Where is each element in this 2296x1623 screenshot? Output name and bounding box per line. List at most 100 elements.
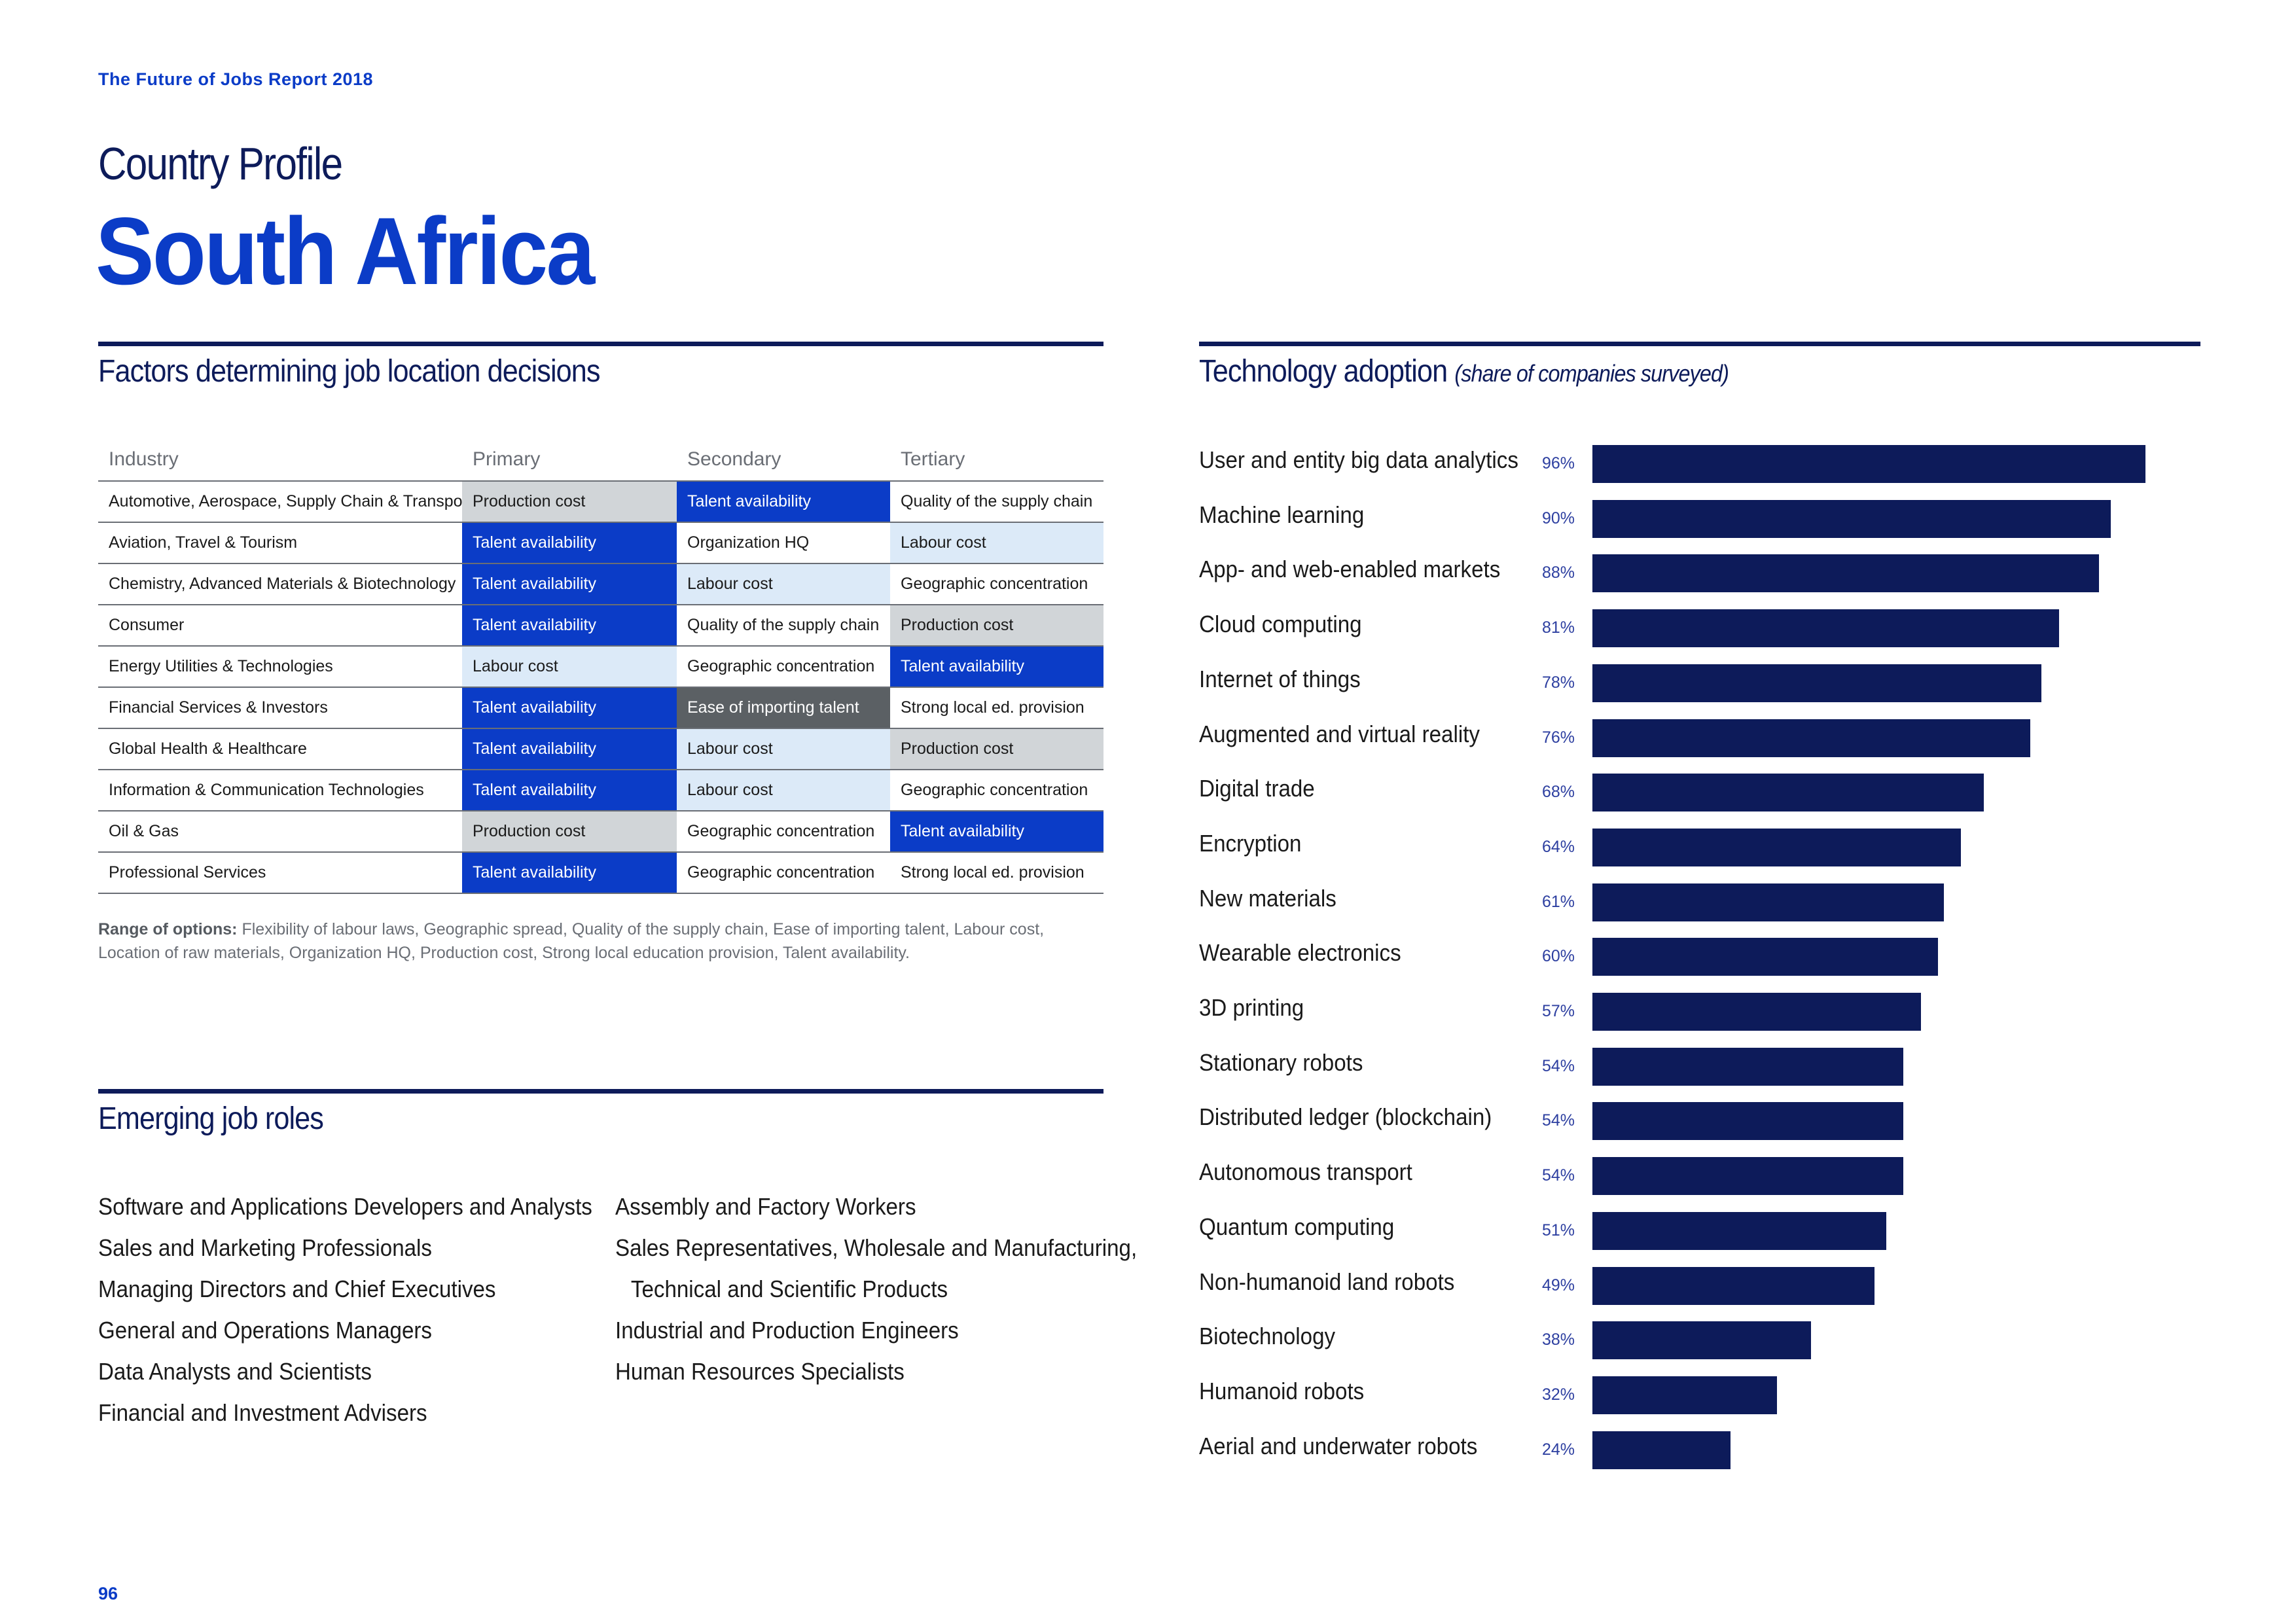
tech-category-label: Cloud computing [1199, 611, 1362, 638]
table-row: Information & Communication Technologies… [98, 770, 1103, 812]
table-row: Consumer Talent availability Quality of th… [98, 605, 1103, 647]
tech-subtitle: (share of companies surveyed) [1454, 360, 1729, 387]
tech-value-label: 88% [1542, 563, 1575, 582]
tech-category-label: Non-humanoid land robots [1199, 1268, 1455, 1295]
tertiary-factor-cell: Geographic concentration [890, 770, 1103, 812]
tech-value-label: 68% [1542, 783, 1575, 802]
tech-category-label: Aerial and underwater robots [1199, 1432, 1478, 1459]
primary-factor-cell: Labour cost [462, 646, 677, 688]
tech-category-label: Distributed ledger (blockchain) [1199, 1103, 1492, 1131]
industry-cell: Global Health & Healthcare [98, 728, 462, 770]
tech-value-label: 54% [1542, 1056, 1575, 1075]
job-role: Sales and Marketing Professionals [98, 1234, 432, 1261]
industry-cell: Financial Services & Investors [98, 687, 462, 729]
job-role: Assembly and Factory Workers [615, 1193, 916, 1220]
column-header: Tertiary [890, 438, 1103, 482]
secondary-factor-cell: Organization HQ [677, 522, 890, 564]
factors-rule [98, 342, 1103, 346]
industry-cell: Oil & Gas [98, 811, 462, 853]
secondary-factor-cell: Geographic concentration [677, 811, 890, 853]
table-row: Aviation, Travel & Tourism Talent availab… [98, 522, 1103, 564]
tech-category-label: Humanoid robots [1199, 1377, 1365, 1404]
tech-category-label: Quantum computing [1199, 1213, 1395, 1240]
emerging-rule [98, 1089, 1103, 1094]
table-row: Chemistry, Advanced Materials & Biotechn… [98, 563, 1103, 605]
job-role: Managing Directors and Chief Executives [98, 1275, 496, 1302]
report-title: The Future of Jobs Report 2018 [98, 69, 374, 89]
tertiary-factor-cell: Strong local ed. provision [890, 687, 1103, 729]
secondary-factor-cell: Labour cost [677, 728, 890, 770]
column-header: Primary [462, 438, 677, 482]
table-row: Professional Services Talent availability… [98, 852, 1103, 894]
tech-category-label: 3D printing [1199, 994, 1304, 1021]
secondary-factor-cell: Geographic concentration [677, 852, 890, 894]
tech-category-label: Stationary robots [1199, 1048, 1363, 1076]
tech-bar [1592, 1102, 1903, 1141]
tech-value-label: 57% [1542, 1002, 1575, 1020]
tech-value-label: 54% [1542, 1166, 1575, 1185]
column-header: Industry [98, 438, 462, 482]
tech-value-label: 51% [1542, 1221, 1575, 1240]
table-row: Automotive, Aerospace, Supply Chain & Tr… [98, 481, 1103, 523]
tech-value-label: 64% [1542, 837, 1575, 856]
factors-title: Factors determining job location decisio… [98, 354, 601, 389]
industry-cell: Information & Communication Technologies [98, 770, 462, 812]
tech-bar [1592, 1376, 1777, 1414]
tech-value-label: 81% [1542, 618, 1575, 637]
tech-bar [1592, 499, 2111, 538]
secondary-factor-cell: Labour cost [677, 563, 890, 605]
job-role: Sales Representatives, Wholesale and Man… [615, 1234, 1138, 1261]
primary-factor-cell: Production cost [462, 481, 677, 523]
table-row: Global Health & Healthcare Talent availab… [98, 728, 1103, 770]
tertiary-factor-cell: Labour cost [890, 522, 1103, 564]
secondary-factor-cell: Geographic concentration [677, 646, 890, 688]
tech-category-label: App- and web-enabled markets [1199, 556, 1501, 583]
table-row: Financial Services & Investors Talent ava… [98, 687, 1103, 729]
tertiary-factor-cell: Production cost [890, 605, 1103, 647]
tertiary-factor-cell: Talent availability [890, 646, 1103, 688]
secondary-factor-cell: Quality of the supply chain [677, 605, 890, 647]
emerging-title: Emerging job roles [98, 1101, 324, 1136]
tertiary-factor-cell: Production cost [890, 728, 1103, 770]
factors-table: Industry Primary Secondary Tertiary Auto… [98, 438, 1103, 894]
tech-category-label: New materials [1199, 884, 1336, 912]
primary-factor-cell: Talent availability [462, 852, 677, 894]
tech-value-label: 76% [1542, 728, 1575, 747]
tech-value-label: 61% [1542, 892, 1575, 911]
tech-bar [1592, 1157, 1903, 1196]
tertiary-factor-cell: Geographic concentration [890, 563, 1103, 605]
range-text: Flexibility of labour laws, Geographic s… [98, 920, 1045, 962]
factors-header-row: Industry Primary Secondary Tertiary [98, 438, 1103, 482]
tech-bar [1592, 609, 2059, 648]
tech-category-label: Machine learning [1199, 501, 1365, 528]
tech-category-label: Biotechnology [1199, 1323, 1336, 1350]
range-of-options-note: Range of options: Flexibility of labour … [98, 918, 1100, 965]
secondary-factor-cell: Labour cost [677, 770, 890, 812]
primary-factor-cell: Talent availability [462, 563, 677, 605]
primary-factor-cell: Talent availability [462, 770, 677, 812]
tech-category-label: Digital trade [1199, 775, 1315, 802]
job-role-continuation: Technical and Scientific Products [630, 1275, 948, 1302]
tech-value-label: 60% [1542, 947, 1575, 966]
tech-category-label: User and entity big data analytics [1199, 446, 1518, 473]
tech-bar [1592, 938, 1938, 976]
tertiary-factor-cell: Quality of the supply chain [890, 481, 1103, 523]
tech-bar [1592, 1266, 1874, 1305]
tech-bar [1592, 445, 2145, 483]
primary-factor-cell: Talent availability [462, 522, 677, 564]
page-pretitle: Country Profile [98, 138, 343, 189]
job-role: Human Resources Specialists [615, 1358, 905, 1385]
primary-factor-cell: Production cost [462, 811, 677, 853]
tech-value-label: 38% [1542, 1330, 1575, 1349]
industry-cell: Aviation, Travel & Tourism [98, 522, 462, 564]
tech-bar [1592, 1431, 1731, 1469]
tech-bar [1592, 774, 1984, 812]
tech-value-label: 96% [1542, 454, 1575, 473]
secondary-factor-cell: Talent availability [677, 481, 890, 523]
tech-value-label: 54% [1542, 1111, 1575, 1130]
range-label: Range of options: [98, 920, 238, 938]
emerging-roles-col2: Assembly and Factory Workers Sales Repre… [615, 1186, 1137, 1392]
job-role: Financial and Investment Advisers [98, 1399, 427, 1426]
tech-category-label: Augmented and virtual reality [1199, 720, 1480, 747]
tech-bar [1592, 664, 2041, 702]
